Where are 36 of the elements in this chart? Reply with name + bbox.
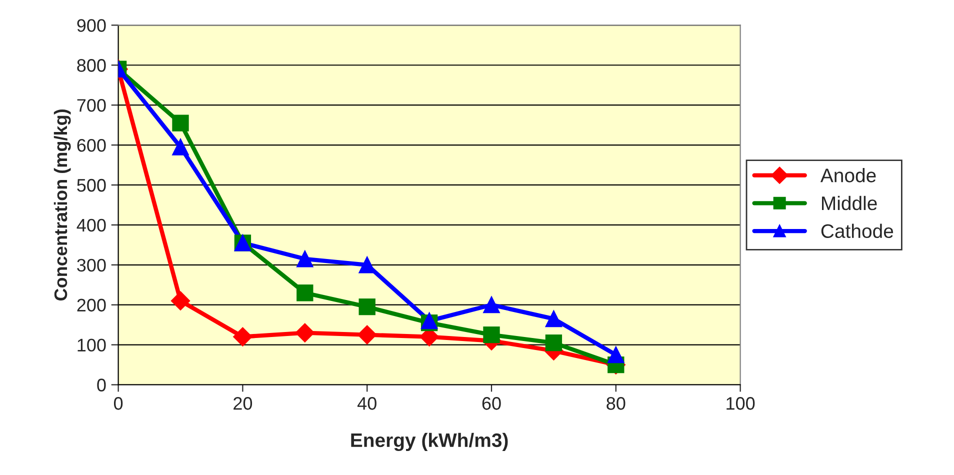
legend-label: Cathode xyxy=(821,224,894,238)
point xyxy=(358,298,376,316)
point xyxy=(483,296,500,314)
y-tick-label: 900 xyxy=(77,19,106,32)
y-tick-label: 600 xyxy=(77,138,106,152)
point xyxy=(545,310,562,328)
point xyxy=(545,334,562,352)
y-tick-label: 400 xyxy=(76,218,106,232)
x-tick-label: 20 xyxy=(234,397,252,410)
legend-label: Anode xyxy=(820,168,876,182)
y-tick-label: 200 xyxy=(77,298,106,312)
legend-label: Middle xyxy=(822,196,877,210)
x-tick-label: 100 xyxy=(726,397,755,410)
y-axis-title: Concentration (mg/kg) xyxy=(54,110,71,301)
point xyxy=(608,346,624,364)
point xyxy=(295,323,314,342)
point xyxy=(233,327,252,346)
point xyxy=(358,256,376,274)
y-tick-label: 100 xyxy=(78,338,106,352)
y-tick-label: 0 xyxy=(97,378,106,392)
x-axis-title: Energy (kWh/m3) xyxy=(351,432,508,452)
y-tick-label: 500 xyxy=(77,178,106,192)
x-tick-label: 40 xyxy=(357,397,376,410)
x-tick-label: 60 xyxy=(482,397,501,410)
point xyxy=(172,138,189,156)
y-tick-label: 800 xyxy=(77,59,106,72)
x-tick-label: 0 xyxy=(114,397,123,410)
x-tick-label: 80 xyxy=(606,397,626,410)
point xyxy=(358,325,377,344)
point xyxy=(170,291,190,310)
point xyxy=(296,250,314,268)
point xyxy=(296,284,314,302)
point xyxy=(483,326,500,344)
point xyxy=(172,114,189,132)
y-tick-label: 700 xyxy=(77,99,106,112)
y-tick-label: 300 xyxy=(77,258,106,272)
